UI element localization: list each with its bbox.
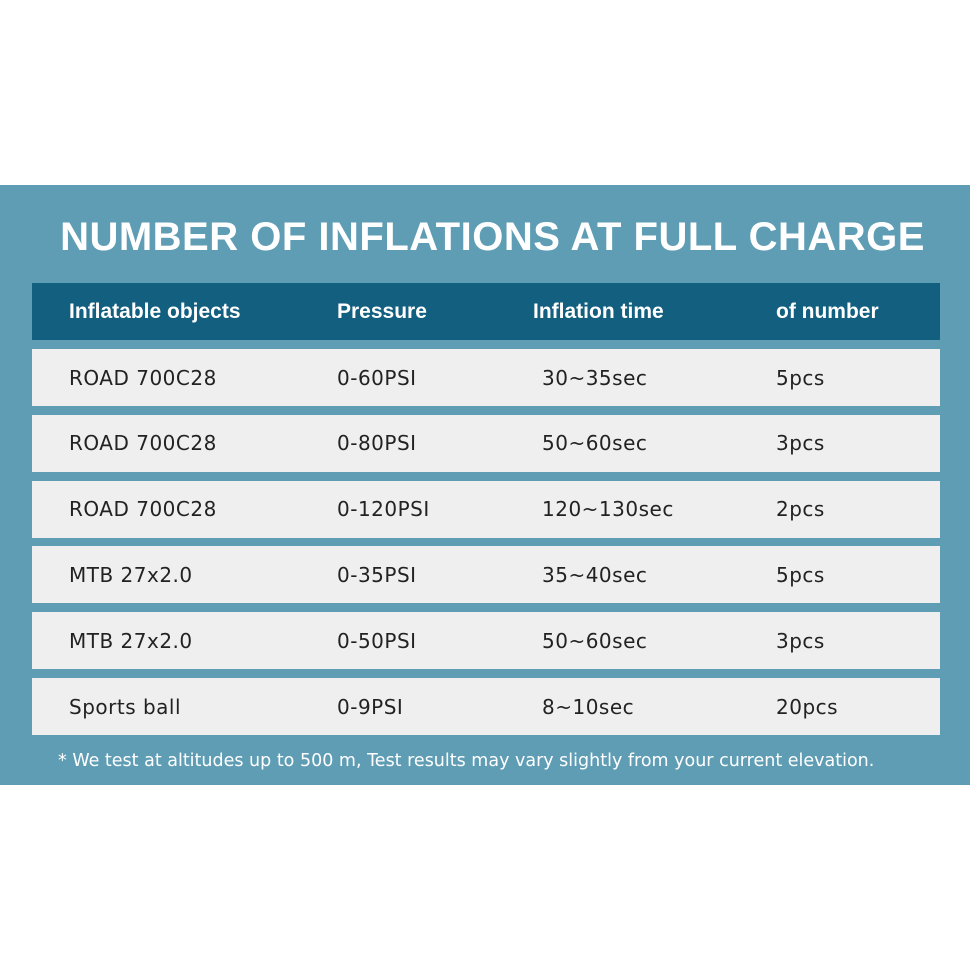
cell: 30~35sec xyxy=(542,365,648,390)
table-row: ROAD 700C28 0-120PSI 120~130sec 2pcs xyxy=(32,480,940,538)
cell: 0-35PSI xyxy=(337,562,417,587)
cell: ROAD 700C28 xyxy=(69,431,217,456)
panel: NUMBER OF INFLATIONS AT FULL CHARGE Infl… xyxy=(0,185,970,785)
header-row: Inflatable objects Pressure Inflation time… xyxy=(32,283,940,340)
cell: ROAD 700C28 xyxy=(69,365,217,390)
cell: ROAD 700C28 xyxy=(69,497,217,522)
table-row: Sports ball 0-9PSI 8~10sec 20pcs xyxy=(32,678,940,735)
cell: of number xyxy=(776,299,879,323)
cell: Inflation time xyxy=(533,299,664,323)
cell: 3pcs xyxy=(776,628,825,653)
cell: MTB 27x2.0 xyxy=(69,562,193,587)
cell: 50~60sec xyxy=(542,431,648,456)
cell: 20pcs xyxy=(776,694,839,719)
cell: Pressure xyxy=(337,299,427,323)
table-row: ROAD 700C28 0-80PSI 50~60sec 3pcs xyxy=(32,414,940,472)
cell: 120~130sec xyxy=(542,497,674,522)
cell: 8~10sec xyxy=(542,694,635,719)
cell: 0-50PSI xyxy=(337,628,417,653)
table-row: MTB 27x2.0 0-50PSI 50~60sec 3pcs xyxy=(32,612,940,670)
cell: Inflatable objects xyxy=(69,299,241,323)
title: NUMBER OF INFLATIONS AT FULL CHARGE xyxy=(60,215,925,259)
cell: MTB 27x2.0 xyxy=(69,628,193,653)
cell: 5pcs xyxy=(776,562,825,587)
footnote: * We test at altitudes up to 500 m, Test… xyxy=(58,751,875,771)
cell: 50~60sec xyxy=(542,628,648,653)
cell: 0-9PSI xyxy=(337,694,404,719)
table-row: MTB 27x2.0 0-35PSI 35~40sec 5pcs xyxy=(32,546,940,604)
cell: 0-80PSI xyxy=(337,431,417,456)
cell: 5pcs xyxy=(776,365,825,390)
cell: 35~40sec xyxy=(542,562,648,587)
cell: Sports ball xyxy=(69,694,182,719)
cell: 0-60PSI xyxy=(337,365,417,390)
table-row: ROAD 700C28 0-60PSI 30~35sec 5pcs xyxy=(32,349,940,406)
cell: 0-120PSI xyxy=(337,497,430,522)
cell: 2pcs xyxy=(776,497,825,522)
cell: 3pcs xyxy=(776,431,825,456)
